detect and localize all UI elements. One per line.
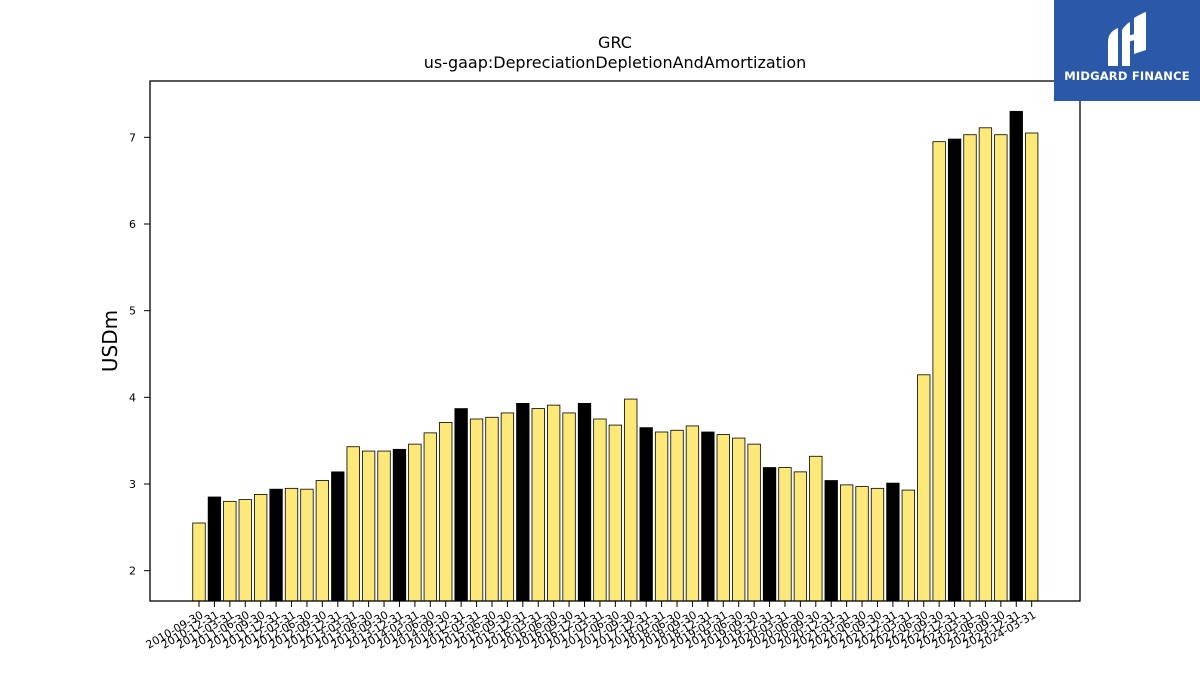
bar-2015-03-31: [469, 418, 484, 602]
bar-2011-09-30: [254, 493, 268, 602]
bar-2020-12-31: [824, 480, 838, 602]
bar-2015-12-31: [516, 402, 530, 602]
bar-2023-09-30: [994, 134, 1008, 602]
y-tick-label: 6: [129, 218, 136, 231]
logo-mark-icon: [1108, 12, 1146, 66]
bar-2014-09-30: [439, 422, 453, 602]
bar-2010-09-30: [192, 522, 206, 602]
bar-2022-09-30: [932, 141, 946, 602]
bar-2010-12-31: [207, 496, 222, 602]
y-tick-label: 7: [129, 131, 136, 144]
bar-2019-06-30: [732, 437, 746, 602]
y-tick-label: 4: [129, 391, 136, 404]
bar-2013-03-31: [346, 446, 360, 602]
bar-2013-12-31: [392, 448, 407, 602]
bar-2013-09-30: [377, 450, 391, 602]
bar-2011-03-31: [223, 500, 237, 602]
bar-2014-06-30: [423, 432, 437, 602]
bar-2012-12-31: [331, 471, 345, 602]
y-tick-label: 3: [129, 478, 136, 491]
y-tick-label: 5: [129, 305, 136, 318]
bar-2021-06-30: [855, 486, 869, 602]
bar-2014-12-31: [454, 408, 468, 602]
bar-2016-09-30: [562, 412, 576, 602]
bar-2012-03-31: [284, 487, 299, 602]
bar-2015-06-30: [485, 416, 499, 602]
bar-2022-06-30: [917, 374, 931, 602]
bar-2014-03-31: [408, 443, 422, 602]
bar-2021-09-30: [870, 487, 885, 602]
bar-2020-06-30: [793, 471, 808, 602]
y-axis-label: USDm: [98, 310, 122, 372]
bar-2017-03-31: [593, 418, 607, 602]
bar-2018-03-31: [654, 431, 669, 602]
chart-subtitle: us-gaap:DepreciationDepletionAndAmortiza…: [424, 53, 807, 72]
bar-2019-09-30: [747, 443, 761, 602]
bar-2022-12-31: [947, 138, 962, 602]
bar-2019-03-31: [716, 434, 730, 602]
y-tick-label: 2: [129, 565, 136, 578]
bar-2012-06-30: [300, 488, 314, 602]
logo-text: MIDGARD FINANCE: [1064, 69, 1190, 83]
bar-2017-06-30: [608, 424, 622, 602]
bar-2011-12-31: [269, 488, 283, 602]
midgard-finance-logo: MIDGARD FINANCE: [1054, 0, 1200, 101]
bar-2021-03-31: [839, 484, 854, 602]
bar-2023-03-31: [963, 134, 977, 602]
bar-2018-09-30: [685, 425, 700, 602]
bar-2024-03-31: [1025, 132, 1039, 602]
bar-2021-12-31: [886, 482, 900, 602]
bar-2012-09-30: [315, 480, 330, 602]
chart-title: GRC: [598, 33, 632, 52]
bar-2018-12-31: [701, 431, 715, 602]
bar-2019-12-31: [762, 467, 777, 602]
bar-2023-06-30: [978, 127, 993, 602]
bar-2011-06-30: [238, 499, 252, 602]
bar-2016-03-31: [531, 408, 545, 602]
bar-2016-06-30: [547, 404, 561, 602]
bar-2020-09-30: [809, 455, 823, 602]
bar-2013-06-30: [361, 450, 376, 602]
bar-2016-12-31: [577, 402, 592, 602]
bar-2017-12-31: [639, 427, 653, 602]
plot-frame: [149, 80, 1081, 602]
bar-2020-03-31: [778, 467, 792, 602]
bar-2023-12-31: [1009, 110, 1023, 602]
bar-2022-03-31: [901, 489, 915, 602]
bar-2018-06-30: [670, 429, 684, 602]
bar-2015-09-30: [500, 412, 515, 602]
bar-2017-09-30: [624, 398, 638, 602]
